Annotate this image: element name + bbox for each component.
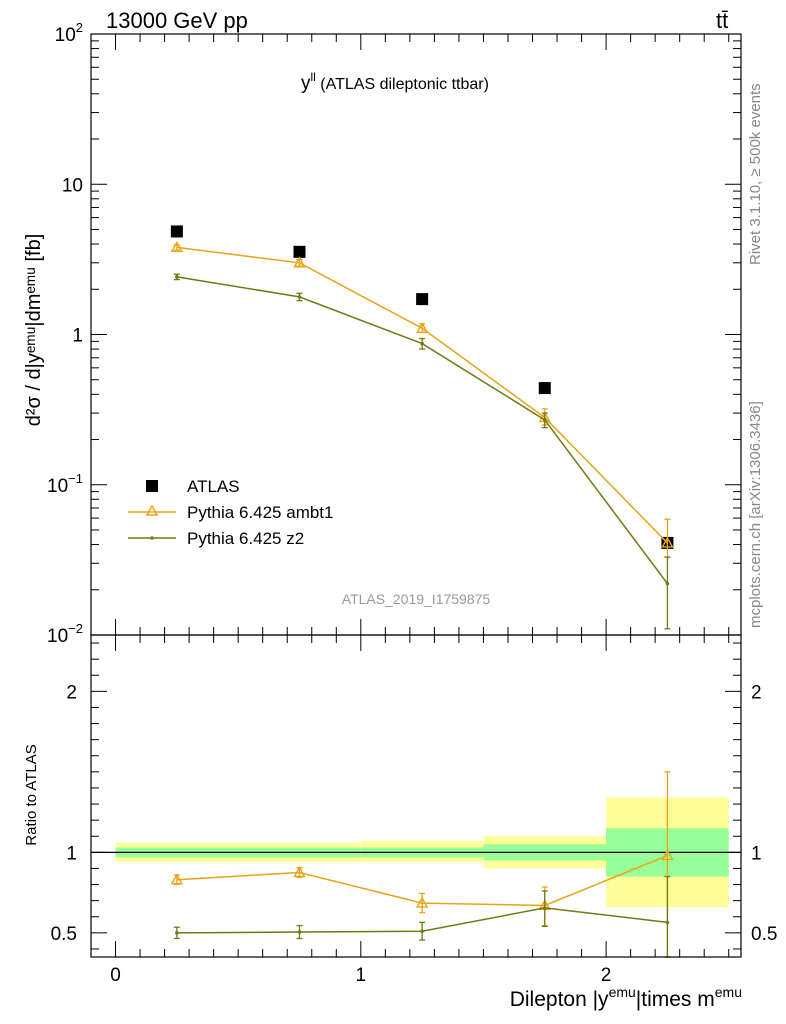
main-mc-point — [420, 341, 424, 346]
main-title: yll (ATLAS dileptonic ttbar) — [301, 70, 489, 94]
main-mc-point — [665, 581, 670, 586]
x-axis-label-sup1: emu — [609, 984, 636, 1000]
main-y-tick-base: 10 — [55, 25, 76, 46]
main-y-tick-base: 10 — [47, 476, 68, 497]
main-y-tick-exp: 2 — [76, 20, 83, 35]
rivet-label: Rivet 3.1.10, ≥ 500k events — [747, 83, 764, 265]
ratio-mc-point — [665, 920, 670, 925]
ratio-axes: 0.5 0.5 1 1 2 2 0 1 2 — [51, 634, 777, 986]
header-energy-label: 13000 GeV pp — [106, 8, 248, 33]
main-data-point — [538, 382, 551, 395]
ratio-mc-point — [415, 896, 429, 908]
main-mc-point — [175, 275, 179, 279]
main-data-point — [293, 245, 306, 258]
legend-marker-z2 — [150, 536, 154, 540]
x-axis-label-main: Dilepton |y — [510, 988, 609, 1011]
ratio-y-tick-label-right: 2 — [751, 682, 762, 703]
main-mc-point — [293, 256, 306, 268]
legend-label-ambt1: Pythia 6.425 ambt1 — [187, 503, 333, 522]
ratio-mc-point — [297, 930, 302, 934]
ratio-series-layer — [170, 771, 674, 958]
legend: ATLAS Pythia 6.425 ambt1 Pythia 6.425 z2 — [128, 477, 333, 548]
main-data-point — [170, 225, 183, 238]
ratio-mc-point — [542, 906, 547, 910]
ratio-frame — [90, 634, 742, 958]
main-y-tick-label: 102 — [55, 20, 83, 46]
main-mc-point — [297, 295, 302, 299]
main-mc-point — [170, 240, 184, 253]
main-series-line — [176, 246, 668, 544]
main-y-tick-base: 10 — [47, 626, 68, 647]
analysis-id-label: ATLAS_2019_I1759875 — [342, 591, 491, 607]
main-title-var: y — [301, 73, 311, 94]
x-axis-label-mid: |times m — [636, 988, 715, 1011]
ratio-uncertainty-bands — [91, 797, 741, 908]
main-title-sup: ll — [311, 70, 316, 84]
main-series-layer — [170, 225, 674, 630]
main-y-tick-label: 1 — [72, 326, 83, 347]
x-tick-label: 1 — [356, 965, 367, 986]
main-y-tick-label: 10−1 — [47, 471, 83, 497]
x-tick-label: 2 — [601, 965, 612, 986]
main-y-tick-label: 10 — [62, 175, 83, 196]
main-mc-point — [661, 536, 674, 548]
ratio-mc-point — [175, 931, 179, 935]
main-y-axis-label: d²σ / d|yᵉᵐᵘ|dmᵉᵐᵘ [fb] — [23, 234, 45, 427]
legend-marker-ambt1 — [145, 504, 159, 516]
main-title-rest: (ATLAS dileptonic ttbar) — [316, 76, 489, 93]
mcplots-label: mcplots.cern.ch [arXiv:1306.3436] — [747, 401, 764, 628]
ratio-y-tick-label-right: 1 — [751, 843, 762, 864]
x-axis-label: Dilepton |yemu|times memu — [510, 984, 742, 1011]
main-y-tick-base: 1 — [72, 326, 83, 347]
ratio-y-tick-label-left: 0.5 — [51, 924, 77, 945]
x-tick-label: 0 — [110, 965, 121, 986]
x-axis-label-sup2: emu — [715, 984, 742, 1000]
main-y-tick-base: 10 — [62, 175, 83, 196]
ratio-y-axis-label: Ratio to ATLAS — [23, 744, 40, 845]
ratio-mc-point — [293, 866, 306, 878]
main-mc-point — [415, 321, 429, 333]
ratio-mc-point — [170, 873, 184, 885]
main-mc-point — [542, 418, 547, 422]
legend-label-z2: Pythia 6.425 z2 — [187, 529, 304, 548]
ratio-mc-point — [420, 929, 424, 934]
main-y-tick-exp: −1 — [68, 471, 83, 486]
header-process-label: tt̄ — [716, 8, 728, 33]
legend-label-atlas: ATLAS — [187, 477, 240, 496]
ratio-mc-point — [661, 849, 674, 861]
main-y-tick-exp: −2 — [68, 621, 83, 636]
ratio-y-tick-label-right: 0.5 — [751, 924, 777, 945]
main-data-point — [416, 293, 429, 306]
main-y-tick-label: 10−2 — [47, 621, 83, 647]
ratio-y-tick-label-left: 1 — [66, 843, 77, 864]
ratio-y-tick-label-left: 2 — [66, 682, 77, 703]
legend-marker-atlas — [146, 480, 158, 492]
